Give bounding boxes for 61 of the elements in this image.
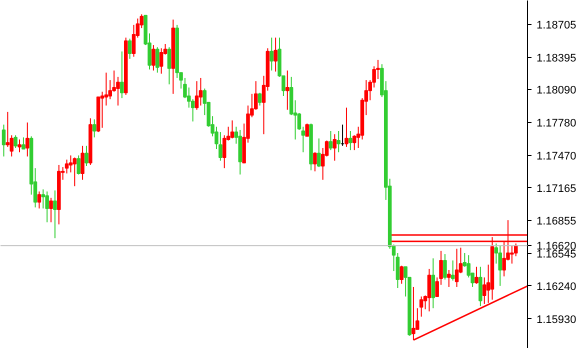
candlestick: [274, 37, 278, 72]
candlestick: [84, 145, 88, 167]
candlestick: [198, 77, 203, 106]
candlestick: [72, 157, 77, 187]
candlestick: [454, 248, 459, 288]
candlestick: [156, 46, 160, 74]
candlestick: [313, 152, 317, 172]
candlestick: [120, 50, 124, 99]
candlestick: [22, 136, 26, 150]
candlestick: [26, 122, 30, 157]
y-tick-label: 1.17470: [536, 150, 576, 162]
candlestick: [332, 134, 337, 162]
candlestick: [270, 37, 274, 72]
candlestick: [258, 92, 262, 106]
candlestick: [352, 134, 356, 151]
candlestick: [49, 197, 53, 223]
candlestick: [45, 190, 49, 223]
candlestick: [510, 245, 514, 264]
candlestick: [76, 154, 80, 175]
candlestick: [474, 266, 478, 284]
candlestick: [336, 130, 340, 153]
candlestick: [18, 138, 22, 153]
candlestick: [400, 265, 404, 284]
candlestick: [14, 134, 18, 148]
candlestick: [427, 268, 432, 312]
candlestick: [37, 190, 42, 209]
candlestick: [419, 296, 424, 318]
y-tick-label: 1.18395: [536, 52, 576, 64]
candlestick: [2, 124, 6, 157]
candlestick: [230, 120, 234, 139]
candlestick: [450, 260, 455, 282]
candlestick: [53, 190, 57, 239]
candlestick: [317, 138, 321, 168]
candlestick: [344, 107, 348, 148]
candlestick: [10, 134, 14, 157]
y-tick-label: 1.16240: [536, 280, 576, 293]
candlestick: [6, 111, 10, 148]
candlestick: [128, 38, 132, 60]
y-tick-label: 1.17780: [536, 118, 576, 130]
candlestick: [443, 254, 447, 280]
candlestick: [159, 48, 164, 74]
candlestick: [104, 72, 108, 106]
candlestick: [92, 118, 96, 138]
y-tick-label: 1.17165: [536, 182, 576, 195]
candlestick: [152, 44, 156, 72]
y-tick-label: 1.15930: [536, 314, 576, 326]
candlestick: [80, 145, 84, 180]
candlestick: [478, 266, 482, 307]
candlestick: [167, 46, 172, 85]
candlestick: [222, 134, 226, 169]
candlestick: [305, 123, 309, 137]
y-tick-label: 1.16855: [536, 216, 576, 228]
candlestick: [447, 269, 451, 288]
candlestick: [431, 258, 436, 309]
y-tick-label: 1.18090: [536, 84, 576, 97]
y-tick-label: 1.18705: [536, 19, 576, 32]
candlestick: [498, 245, 502, 286]
candlestick: [348, 130, 352, 151]
candlestick: [328, 130, 333, 151]
candlestick: [286, 70, 290, 110]
candlestick: [194, 80, 199, 110]
